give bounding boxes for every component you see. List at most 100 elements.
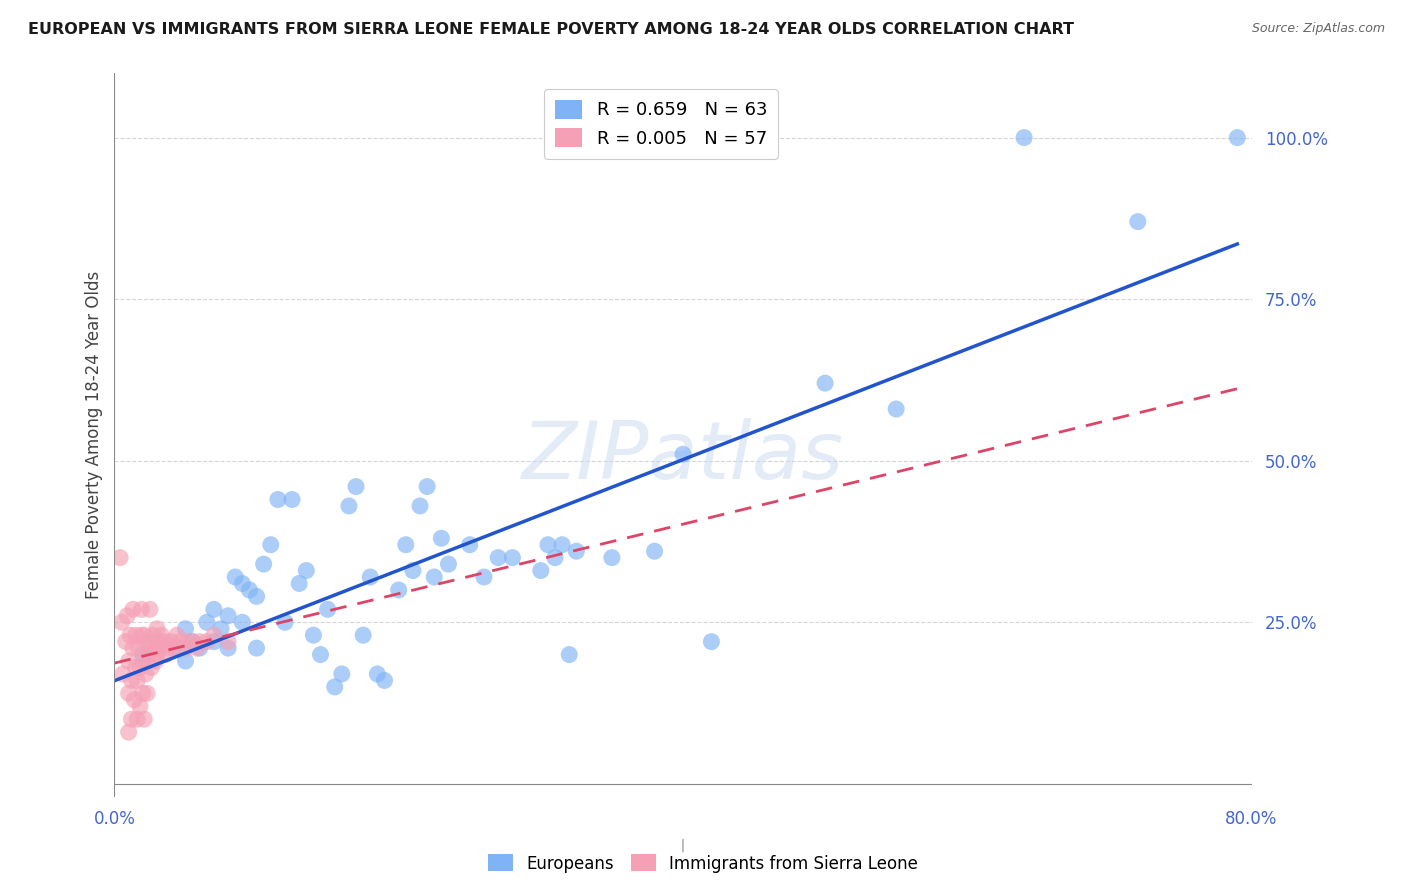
Point: [117, 725, 139, 739]
Point: [501, 550, 523, 565]
Point: [260, 538, 283, 552]
Point: [1226, 130, 1249, 145]
Point: [188, 634, 211, 648]
Point: [121, 712, 143, 726]
Point: [309, 648, 332, 662]
Point: [700, 634, 723, 648]
Point: [209, 622, 232, 636]
Point: [884, 402, 907, 417]
Point: [537, 538, 560, 552]
Point: [136, 634, 159, 648]
Point: [150, 628, 173, 642]
Point: [231, 576, 253, 591]
Text: ZIPatlas: ZIPatlas: [522, 417, 844, 496]
Point: [122, 641, 145, 656]
Legend: Europeans, Immigrants from Sierra Leone: Europeans, Immigrants from Sierra Leone: [481, 847, 925, 880]
Point: [166, 628, 188, 642]
Point: [148, 634, 170, 648]
Point: [217, 641, 239, 656]
Point: [281, 492, 304, 507]
Point: [117, 654, 139, 668]
Point: [565, 544, 588, 558]
Point: [558, 648, 581, 662]
Point: [110, 615, 132, 630]
Point: [181, 634, 204, 648]
Point: [127, 712, 149, 726]
Point: [124, 693, 146, 707]
Point: [115, 608, 138, 623]
Point: [111, 667, 134, 681]
Point: [135, 667, 157, 681]
Point: [231, 615, 253, 630]
Point: [181, 634, 204, 648]
Point: [118, 628, 141, 642]
Point: [330, 667, 353, 681]
Point: [155, 648, 177, 662]
Point: [129, 699, 152, 714]
Point: [131, 602, 153, 616]
Point: [814, 376, 837, 391]
Point: [672, 447, 695, 461]
Point: [302, 628, 325, 642]
Point: [186, 641, 208, 656]
Point: [174, 622, 197, 636]
Point: [157, 641, 180, 656]
Point: [409, 499, 432, 513]
Point: [128, 641, 150, 656]
Point: [238, 582, 260, 597]
Point: [217, 634, 239, 648]
Point: [551, 538, 574, 552]
Point: [141, 660, 163, 674]
Point: [644, 544, 666, 558]
Point: [134, 628, 156, 642]
Point: [267, 492, 290, 507]
Point: [195, 615, 218, 630]
Point: [437, 557, 460, 571]
Point: [402, 564, 425, 578]
Point: [423, 570, 446, 584]
Point: [253, 557, 276, 571]
Point: [169, 634, 191, 648]
Point: [149, 641, 172, 656]
Point: [139, 602, 162, 616]
Point: [114, 634, 136, 648]
Point: [122, 602, 145, 616]
Point: [125, 628, 148, 642]
Point: [344, 479, 367, 493]
Point: [153, 634, 176, 648]
Point: [143, 641, 166, 656]
Point: [202, 634, 225, 648]
Point: [274, 615, 297, 630]
Point: [530, 564, 553, 578]
Point: [600, 550, 623, 565]
Point: [125, 660, 148, 674]
Point: [145, 654, 167, 668]
Point: [127, 673, 149, 688]
Text: EUROPEAN VS IMMIGRANTS FROM SIERRA LEONE FEMALE POVERTY AMONG 18-24 YEAR OLDS CO: EUROPEAN VS IMMIGRANTS FROM SIERRA LEONE…: [28, 22, 1074, 37]
Point: [430, 531, 453, 545]
Point: [177, 634, 200, 648]
Point: [142, 628, 165, 642]
Point: [202, 628, 225, 642]
Point: [544, 550, 567, 565]
Point: [1012, 130, 1035, 145]
Point: [352, 628, 374, 642]
Point: [337, 499, 360, 513]
Text: Source: ZipAtlas.com: Source: ZipAtlas.com: [1251, 22, 1385, 36]
Point: [295, 564, 318, 578]
Point: [245, 590, 267, 604]
Point: [224, 570, 246, 584]
Point: [136, 686, 159, 700]
Point: [472, 570, 495, 584]
Point: [366, 667, 388, 681]
Point: [174, 641, 197, 656]
Point: [174, 654, 197, 668]
Point: [416, 479, 439, 493]
Point: [131, 628, 153, 642]
Point: [217, 608, 239, 623]
Point: [195, 634, 218, 648]
Point: [288, 576, 311, 591]
Point: [245, 641, 267, 656]
Point: [129, 660, 152, 674]
Point: [202, 602, 225, 616]
